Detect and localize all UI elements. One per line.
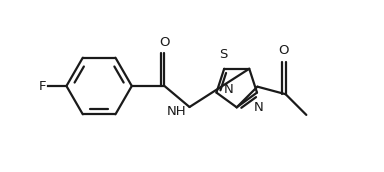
Text: NH: NH — [167, 105, 187, 118]
Text: S: S — [219, 48, 228, 61]
Text: O: O — [279, 44, 289, 57]
Text: F: F — [38, 79, 46, 93]
Text: N: N — [254, 101, 263, 114]
Text: N: N — [224, 83, 234, 96]
Text: O: O — [159, 36, 170, 49]
